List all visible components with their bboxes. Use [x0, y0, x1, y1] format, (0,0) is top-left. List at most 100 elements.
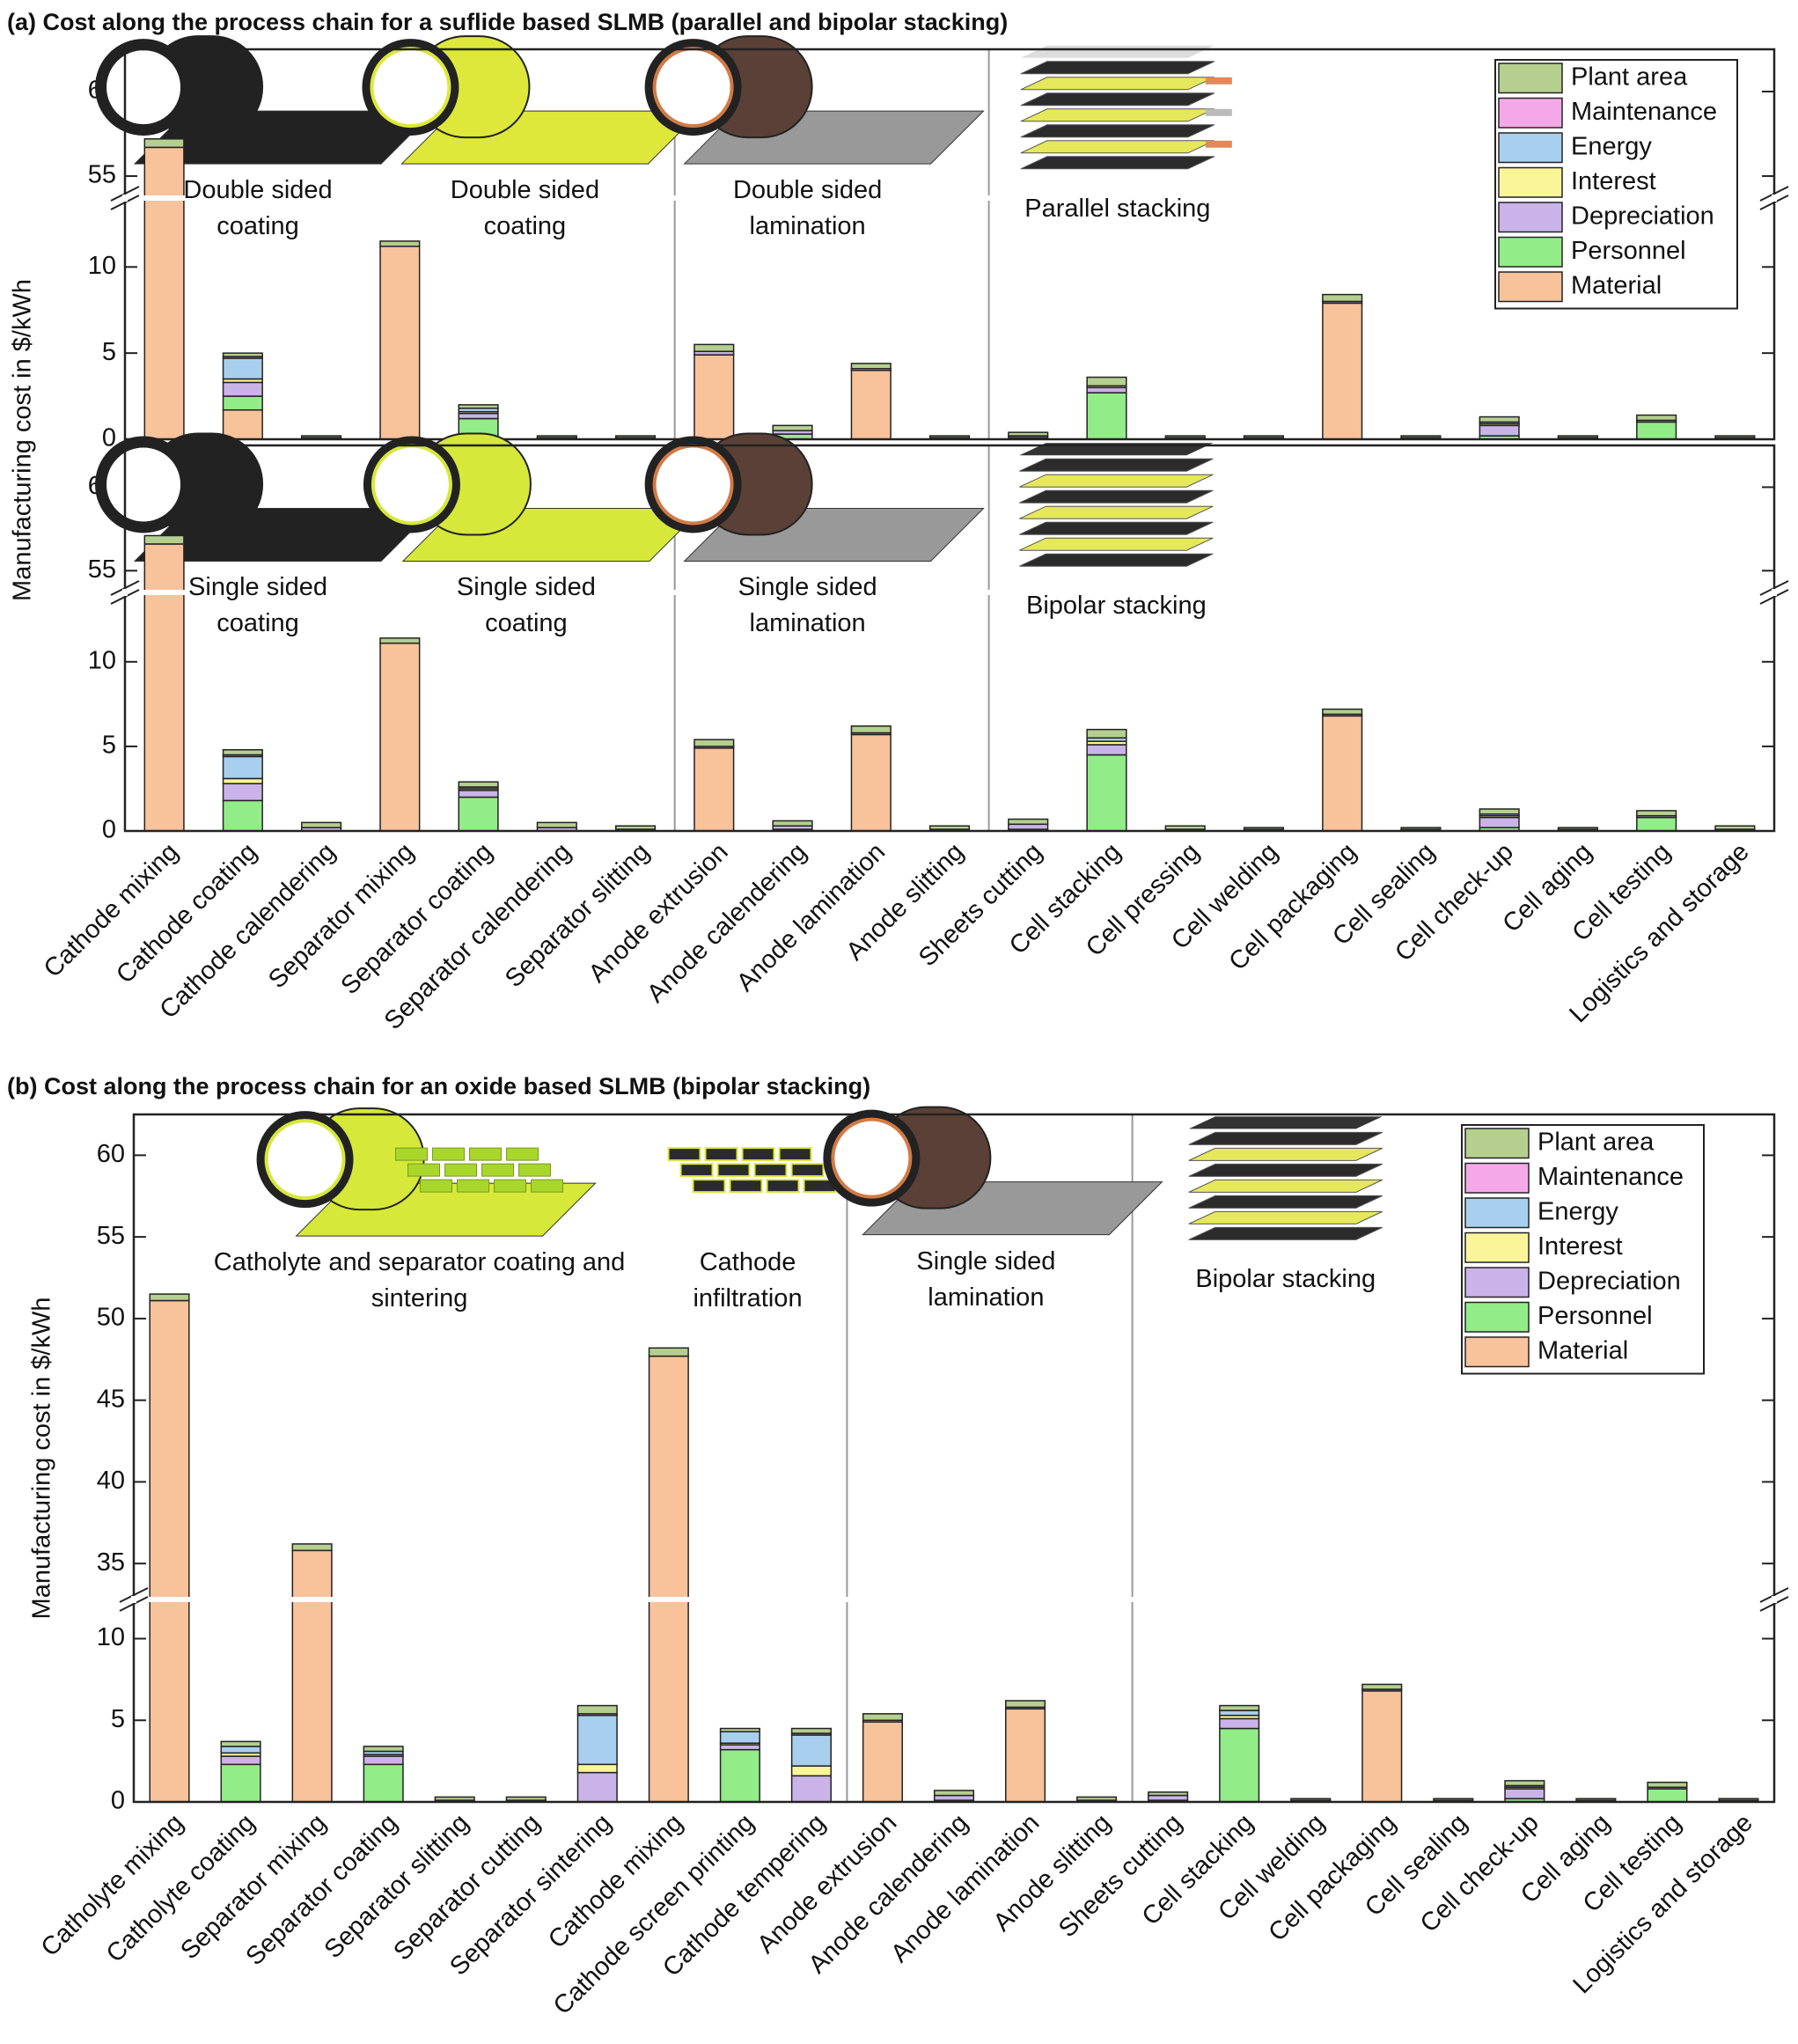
chart-title: (b) Cost along the process chain for an …	[7, 1073, 870, 1099]
annotation: Parallel stacking	[1024, 194, 1211, 223]
legend-swatch	[1464, 1162, 1530, 1194]
bar-segment	[363, 1755, 404, 1766]
bar-segment	[790, 1775, 832, 1803]
bar-segment	[1243, 435, 1285, 438]
bar-segment	[1008, 431, 1049, 437]
illustration-roll-core	[103, 444, 185, 526]
y-tick-label: 10	[97, 1623, 125, 1651]
illustration-roll-core	[264, 1119, 346, 1201]
illustration-layer	[1020, 124, 1215, 138]
bar-segment	[850, 363, 892, 370]
bar-segment	[222, 381, 263, 397]
legend-label: Energy	[1571, 132, 1652, 160]
x-tick-label: Sheets cutting	[1053, 1809, 1188, 1944]
bar-segment	[379, 642, 421, 832]
bar-segment	[576, 1704, 618, 1715]
illustration-layer	[1188, 1210, 1383, 1224]
illustration	[644, 35, 985, 165]
bar-segment	[1479, 816, 1520, 828]
illustration	[1019, 443, 1214, 567]
bar-segment	[220, 1755, 261, 1766]
illustration-layer	[1020, 77, 1215, 91]
bar-segment	[1479, 415, 1520, 423]
legend-swatch	[1498, 166, 1563, 198]
legend-label: Interest	[1537, 1232, 1623, 1261]
y-tick-label: 5	[102, 338, 116, 366]
bar-segment	[220, 1740, 261, 1747]
legend-label: Material	[1571, 271, 1662, 299]
bar-segment	[458, 404, 499, 409]
illustration-tab	[1205, 108, 1232, 116]
bar-segment	[143, 534, 185, 545]
bar-segment	[1008, 823, 1049, 830]
legend-label: Maintenance	[1537, 1163, 1684, 1191]
bar-segment	[614, 825, 657, 830]
axis-break-gap	[122, 589, 128, 596]
y-tick-label: 35	[97, 1548, 125, 1577]
y-tick-label: 5	[111, 1705, 125, 1733]
bar-segment	[772, 424, 813, 431]
legend-label: Material	[1537, 1336, 1628, 1364]
y-tick-label: 40	[97, 1467, 125, 1495]
bar-segment	[1504, 1780, 1545, 1787]
bar-segment	[694, 747, 735, 832]
illustration-tile	[679, 1163, 714, 1178]
illustration-tile	[469, 1147, 503, 1161]
axis-break-gap	[127, 590, 1772, 595]
bar-segment	[576, 1763, 618, 1774]
bar-segment	[928, 435, 971, 438]
bar-segment	[1219, 1704, 1260, 1711]
legend-swatch	[1464, 1301, 1530, 1333]
chart-title: (a) Cost along the process chain for a s…	[7, 9, 1008, 35]
legend-label: Maintenance	[1571, 98, 1717, 126]
illustration-layer	[1188, 1179, 1383, 1193]
illustration-top	[1188, 1116, 1383, 1129]
bar-segment	[790, 1734, 832, 1767]
subplot: 05105560	[88, 432, 1789, 844]
illustration-tile	[741, 1147, 775, 1162]
bar-segment	[1086, 728, 1127, 739]
illustration-tile	[704, 1147, 738, 1162]
illustration-tile	[457, 1179, 490, 1193]
bar-segment	[1219, 1709, 1260, 1717]
bar-segment	[222, 783, 263, 802]
bar-segment	[1636, 421, 1677, 440]
bar-segment	[434, 1796, 475, 1801]
bar-segment	[576, 1714, 618, 1766]
bar-segment	[1647, 1781, 1688, 1789]
illustration-layer	[1019, 553, 1214, 567]
x-tick-label: Separator coating	[335, 838, 498, 1001]
bar-segment	[1086, 754, 1127, 832]
plot-frame	[132, 1113, 1776, 1804]
bar-segment	[1714, 435, 1756, 438]
bar-segment	[933, 1794, 975, 1801]
illustration-tile	[481, 1163, 515, 1177]
bar-segment	[143, 138, 185, 149]
bar-segment	[1219, 1717, 1260, 1730]
legend-swatch	[1498, 202, 1563, 233]
illustration-tile	[407, 1163, 441, 1177]
illustration-roll-core	[371, 444, 452, 526]
subplot: 05105560	[88, 35, 1789, 452]
bar-segment	[694, 354, 735, 440]
x-tick-label: Anode lamination	[731, 838, 891, 997]
bar-segment	[719, 1744, 760, 1751]
y-tick-label: 0	[102, 816, 116, 844]
axis-break-gap	[131, 1596, 136, 1603]
bar-segment	[1086, 386, 1127, 393]
legend-swatch	[1498, 132, 1563, 164]
legend-swatch	[1464, 1197, 1530, 1229]
subplot: 0 5 10 35 40 45 50 55 60	[97, 1106, 1789, 1815]
y-tick-label: 5	[102, 732, 116, 760]
illustration-tile	[729, 1179, 763, 1194]
bar-segment	[458, 781, 499, 788]
illustration-layer	[1019, 521, 1214, 535]
legend-label: Plant area	[1571, 62, 1688, 91]
bar-segment	[1322, 715, 1363, 832]
bar-segment	[850, 369, 892, 440]
bar-segment	[220, 1746, 261, 1754]
illustration-tile	[778, 1147, 812, 1162]
bar-segment	[149, 1293, 190, 1302]
bar-segment	[1322, 708, 1363, 716]
